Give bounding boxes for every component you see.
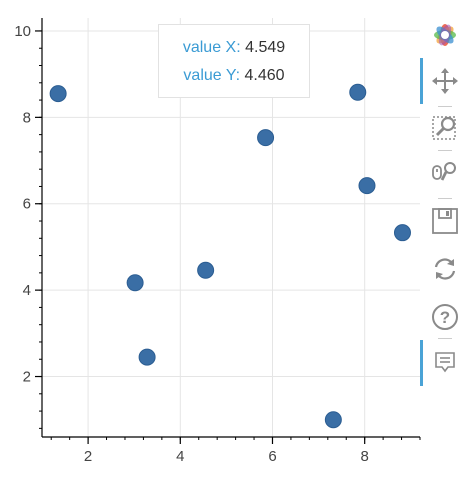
toolbar-separator	[438, 338, 452, 339]
tooltip-x-value: 4.549	[245, 39, 286, 56]
y-tick-label: 8	[23, 109, 31, 126]
y-tick-label: 6	[23, 196, 31, 213]
tooltip-y-value: 4.460	[244, 67, 285, 84]
toolbar-separator	[438, 198, 452, 199]
data-point[interactable]	[138, 348, 156, 366]
x-tick-label: 6	[268, 448, 276, 465]
hover-tooltip: value X: 4.549 value Y: 4.460	[158, 24, 310, 98]
toolbar-separator	[438, 106, 452, 107]
bokeh-logo-icon[interactable]	[428, 18, 462, 52]
hover-active-indicator	[420, 340, 423, 386]
data-point[interactable]	[257, 129, 275, 147]
data-point[interactable]	[324, 411, 342, 429]
tooltip-y-label: value Y:	[183, 67, 241, 84]
toolbar-separator	[438, 150, 452, 151]
help-icon[interactable]: ?	[428, 300, 462, 334]
axes: 2 4 6 8 2 4 6 8 10	[14, 18, 421, 465]
y-tick-label: 2	[23, 369, 31, 386]
svg-text:?: ?	[440, 308, 450, 327]
pan-icon[interactable]	[428, 64, 462, 98]
data-point[interactable]	[349, 83, 367, 101]
data-point[interactable]	[126, 274, 144, 292]
pan-active-indicator	[420, 58, 423, 104]
wheel-zoom-icon[interactable]	[428, 154, 462, 188]
y-tick-label: 4	[23, 282, 31, 299]
save-icon[interactable]	[428, 204, 462, 238]
data-point[interactable]	[358, 177, 376, 195]
tooltip-x-label: value X:	[182, 39, 241, 56]
toolbar: ?	[420, 12, 470, 392]
box-zoom-icon[interactable]	[428, 110, 462, 144]
reset-icon[interactable]	[428, 252, 462, 286]
y-tick-label: 10	[14, 23, 31, 40]
data-point[interactable]	[393, 224, 411, 242]
x-tick-label: 8	[361, 448, 369, 465]
tooltip-row-x: value X: 4.549	[159, 34, 309, 62]
data-point[interactable]	[197, 261, 215, 279]
x-tick-label: 2	[84, 448, 92, 465]
tooltip-row-y: value Y: 4.460	[159, 62, 309, 90]
hover-icon[interactable]	[428, 346, 462, 380]
x-tick-label: 4	[176, 448, 184, 465]
data-point[interactable]	[49, 85, 67, 103]
data-points	[49, 83, 411, 429]
